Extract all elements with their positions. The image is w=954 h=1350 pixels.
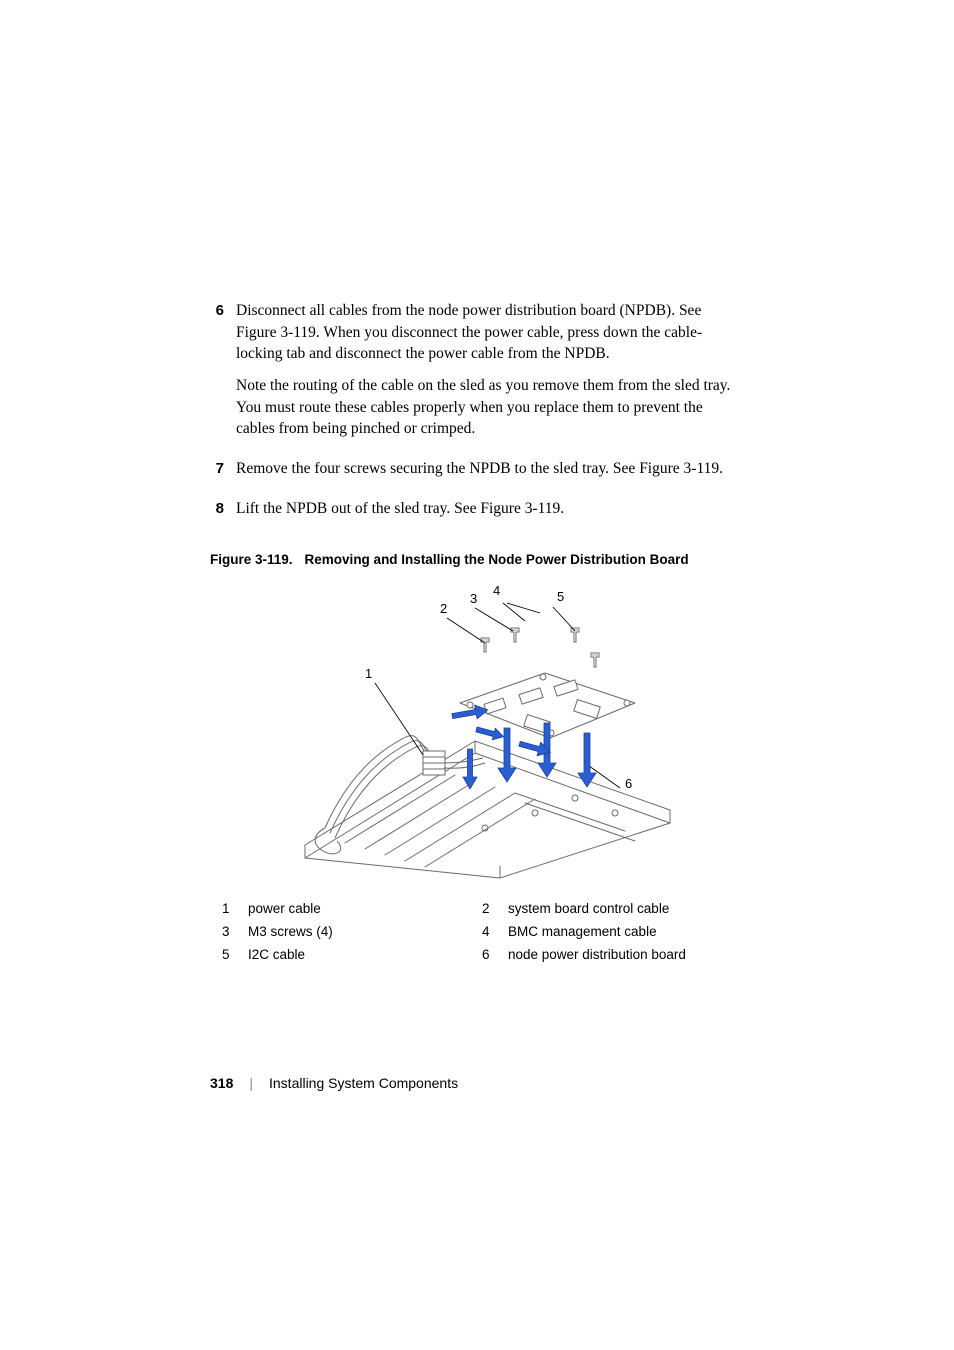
page-number: 318 [210, 1075, 233, 1091]
figure-diagram-wrap: 1 2 3 4 5 6 [210, 583, 740, 883]
step-body: Disconnect all cables from the node powe… [236, 300, 740, 450]
callout-number: 4 [493, 583, 500, 598]
legend-label: I2C cable [248, 947, 480, 962]
step-body: Remove the four screws securing the NPDB… [236, 458, 723, 490]
step-number: 7 [210, 458, 236, 490]
legend-label: M3 screws (4) [248, 924, 480, 939]
callout-number: 1 [365, 666, 372, 681]
figure-caption: Removing and Installing the Node Power D… [305, 552, 689, 567]
footer-separator: | [249, 1075, 253, 1091]
callout-number: 3 [470, 591, 477, 606]
step-text: Lift the NPDB out of the sled tray. See … [236, 498, 564, 520]
step-number: 6 [210, 300, 236, 450]
step-body: Lift the NPDB out of the sled tray. See … [236, 498, 564, 530]
step-number: 8 [210, 498, 236, 530]
step-text: Disconnect all cables from the node powe… [236, 300, 740, 365]
page-content: 6 Disconnect all cables from the node po… [210, 300, 740, 962]
legend-num: 1 [222, 901, 246, 916]
legend-label: BMC management cable [508, 924, 740, 939]
step-8: 8 Lift the NPDB out of the sled tray. Se… [210, 498, 740, 530]
legend-num: 2 [482, 901, 506, 916]
figure-label: Figure 3-119. [210, 552, 293, 567]
step-7: 7 Remove the four screws securing the NP… [210, 458, 740, 490]
callout-number: 2 [440, 601, 447, 616]
legend-num: 6 [482, 947, 506, 962]
legend-label: node power distribution board [508, 947, 740, 962]
step-text: Note the routing of the cable on the sle… [236, 375, 740, 440]
legend-label: power cable [248, 901, 480, 916]
page-footer: 318 | Installing System Components [210, 1075, 458, 1091]
step-text: Remove the four screws securing the NPDB… [236, 458, 723, 480]
legend-num: 5 [222, 947, 246, 962]
legend-num: 4 [482, 924, 506, 939]
callout-number: 5 [557, 589, 564, 604]
callout-number: 6 [625, 776, 632, 791]
figure-diagram: 1 2 3 4 5 6 [275, 583, 675, 883]
figure-title: Figure 3-119. Removing and Installing the… [210, 552, 740, 567]
footer-section: Installing System Components [269, 1075, 458, 1091]
legend-label: system board control cable [508, 901, 740, 916]
figure-legend: 1 power cable 2 system board control cab… [222, 901, 740, 962]
legend-num: 3 [222, 924, 246, 939]
step-6: 6 Disconnect all cables from the node po… [210, 300, 740, 450]
